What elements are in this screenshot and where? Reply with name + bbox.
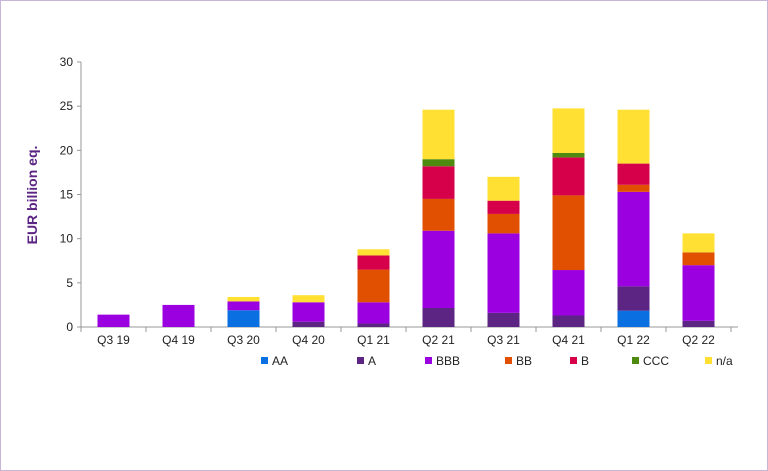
bar-segment-BBB-Q2-21 (422, 230, 455, 309)
bar-segment-B-Q1-21 (357, 255, 390, 270)
y-axis-title: EUR billion eq. (24, 146, 40, 245)
bar-segment-BBB-Q1-21 (357, 302, 390, 324)
bar-segment-na-Q2-22 (682, 233, 715, 253)
bar-segment-na-Q3-21 (487, 176, 520, 201)
bar-segment-AA-Q1-22 (617, 310, 650, 327)
bar-segment-BB-Q4-21 (552, 195, 585, 271)
bar-segment-A-Q4-20 (292, 321, 325, 327)
legend-label: A (368, 354, 376, 368)
bar-segment-A-Q1-21 (357, 323, 390, 327)
bar-segment-BBB-Q4-21 (552, 270, 585, 316)
bar-segment-BBB-Q4-19 (162, 304, 195, 327)
bar-segment-na-Q2-21 (422, 109, 455, 160)
y-tick-label: 20 (60, 143, 74, 157)
bar-segment-BBB-Q3-20 (227, 301, 260, 311)
legend-label: BB (516, 354, 532, 368)
bar-segment-A-Q2-22 (682, 320, 715, 327)
legend-swatch-na (705, 357, 712, 364)
bar-segment-na-Q4-20 (292, 295, 325, 303)
bar-segment-AA-Q3-20 (227, 310, 260, 327)
bar-segment-A-Q3-21 (487, 312, 520, 327)
bar-segment-na-Q4-21 (552, 108, 585, 153)
legend-label: CCC (643, 354, 669, 368)
bar-segment-A-Q4-21 (552, 315, 585, 327)
legend-label: B (581, 354, 589, 368)
bar-segment-B-Q2-21 (422, 166, 455, 199)
bar-segment-na-Q3-20 (227, 296, 260, 302)
bar-segment-A-Q1-22 (617, 286, 650, 311)
bar-segment-BB-Q2-21 (422, 198, 455, 231)
legend-swatch-AA (261, 357, 268, 364)
x-tick-label: Q1 21 (357, 333, 390, 347)
bar-segment-BB-Q1-21 (357, 269, 390, 303)
bar-segment-BBB-Q3-19 (97, 314, 130, 327)
x-tick-label: Q3 21 (487, 333, 520, 347)
legend-swatch-A (357, 357, 364, 364)
bar-segment-na-Q1-22 (617, 109, 650, 164)
bar-segment-BBB-Q4-20 (292, 302, 325, 322)
y-tick-label: 25 (60, 99, 74, 113)
x-tick-label: Q4 19 (162, 333, 195, 347)
legend-swatch-CCC (632, 357, 639, 364)
bar-segment-BB-Q2-22 (682, 252, 715, 266)
legend-label: n/a (716, 354, 733, 368)
legend-label: AA (272, 354, 288, 368)
bar-segment-A-Q2-21 (422, 308, 455, 327)
bar-segment-CCC-Q2-21 (422, 159, 455, 167)
x-tick-label: Q3 19 (97, 333, 130, 347)
legend-swatch-B (570, 357, 577, 364)
bar-segment-CCC-Q4-21 (552, 152, 585, 158)
bar-segment-B-Q1-22 (617, 163, 650, 185)
legend-label: BBB (436, 354, 460, 368)
y-tick-label: 30 (60, 55, 74, 69)
bar-segment-BBB-Q2-22 (682, 265, 715, 321)
x-tick-label: Q4 21 (552, 333, 585, 347)
legend-swatch-BB (505, 357, 512, 364)
bar-segment-na-Q1-21 (357, 249, 390, 256)
bar-segment-BBB-Q1-22 (617, 191, 650, 287)
bar-segment-B-Q3-21 (487, 200, 520, 214)
x-tick-label: Q1 22 (617, 333, 650, 347)
x-tick-label: Q2 21 (422, 333, 455, 347)
bar-segment-BB-Q1-22 (617, 184, 650, 192)
legend-swatch-BBB (425, 357, 432, 364)
bar-segment-BB-Q3-21 (487, 213, 520, 234)
y-tick-label: 5 (66, 276, 73, 290)
bar-segment-BBB-Q3-21 (487, 233, 520, 313)
x-tick-label: Q4 20 (292, 333, 325, 347)
x-tick-label: Q2 22 (682, 333, 715, 347)
bar-segment-B-Q4-21 (552, 157, 585, 196)
y-tick-label: 15 (60, 188, 74, 202)
y-tick-label: 0 (66, 320, 73, 334)
x-tick-label: Q3 20 (227, 333, 260, 347)
y-tick-label: 10 (60, 232, 74, 246)
